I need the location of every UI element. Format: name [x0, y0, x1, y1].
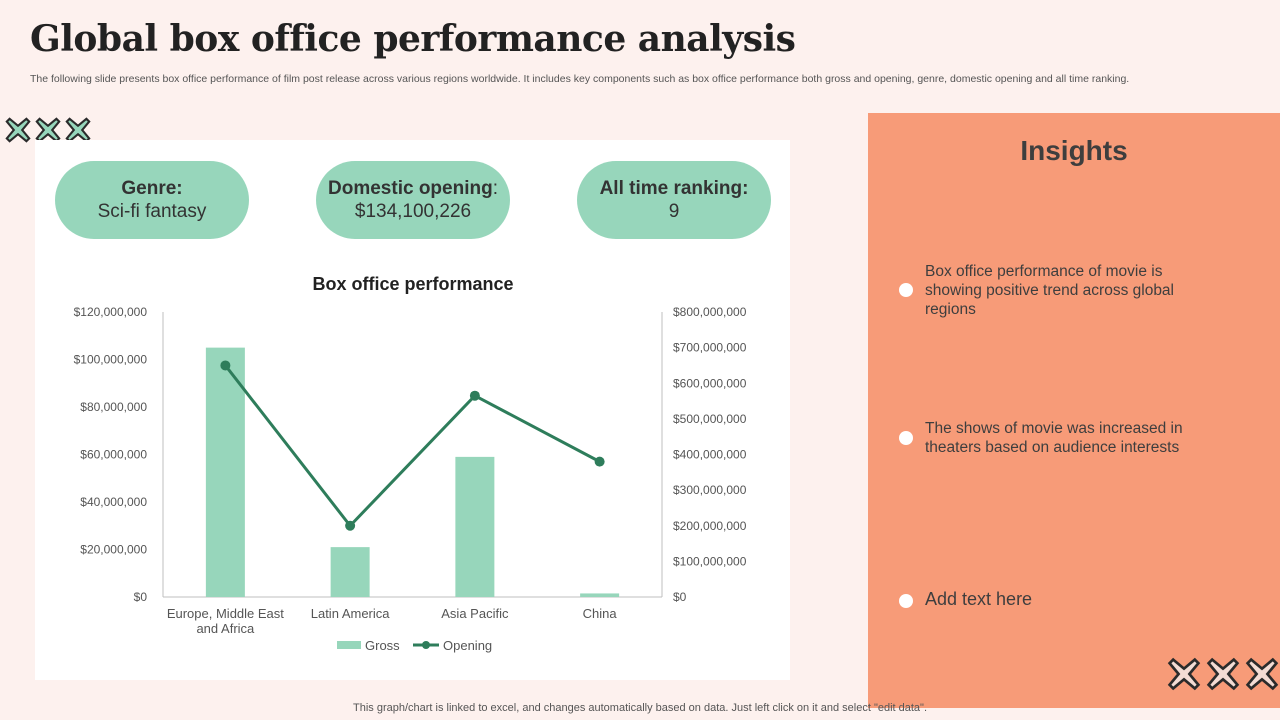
gross-bar — [580, 593, 620, 597]
right-axis-tick-label: $0 — [673, 590, 687, 604]
chart-card: Genre: Sci-fi fantasy Domestic opening: … — [35, 140, 790, 680]
insight-item: Box office performance of movie is showi… — [925, 263, 1174, 318]
left-axis-tick-label: $20,000,000 — [80, 543, 147, 557]
insight-bullet-icon — [899, 431, 913, 445]
right-axis-tick-label: $100,000,000 — [673, 554, 747, 568]
domestic-opening-value: $134,100,226 — [354, 201, 472, 222]
insight-bullet-icon — [899, 594, 913, 608]
right-axis-tick-label: $500,000,000 — [673, 412, 747, 426]
domestic-opening-card: Domestic opening: $134,100,226 — [316, 161, 510, 239]
all-time-ranking-value: 9 — [668, 201, 680, 222]
gross-bar — [205, 347, 245, 597]
opening-line — [224, 364, 601, 529]
x-cross-icon — [1245, 657, 1279, 691]
insight-item: The shows of movie was increased in thea… — [925, 420, 1183, 456]
right-axis-tick-label: $700,000,000 — [673, 341, 747, 355]
chart-title: Box office performance — [312, 274, 513, 294]
x-cross-icon — [1206, 657, 1240, 691]
category-label: Asia Pacific — [441, 606, 509, 621]
legend-opening-marker — [422, 641, 430, 649]
left-axis-tick-label: $80,000,000 — [80, 400, 147, 414]
right-axis-tick-label: $200,000,000 — [673, 519, 747, 533]
opening-point — [469, 390, 480, 401]
left-axis-tick-label: $100,000,000 — [74, 353, 148, 367]
left-axis-tick-label: $40,000,000 — [80, 495, 147, 509]
decoration-top-left — [4, 116, 94, 144]
page-title: Global box office performance analysis — [30, 18, 796, 60]
x-cross-icon — [1167, 657, 1201, 691]
right-axis-tick-label: $800,000,000 — [673, 305, 747, 319]
decoration-bottom-right — [1166, 656, 1280, 692]
legend-gross-label: Gross — [365, 638, 400, 653]
insight-item[interactable]: Add text here — [925, 589, 1033, 609]
all-time-ranking-card: All time ranking: 9 — [577, 161, 771, 239]
gross-bar — [455, 456, 495, 597]
page-subtitle: The following slide presents box office … — [30, 73, 1130, 85]
opening-point — [345, 520, 356, 531]
gross-bar — [330, 547, 370, 597]
legend-opening-label: Opening — [443, 638, 492, 653]
domestic-opening-colon: : — [492, 178, 498, 199]
genre-card: Genre: Sci-fi fantasy — [55, 161, 249, 239]
insights-title: Insights — [1020, 135, 1128, 166]
left-axis-tick-label: $120,000,000 — [74, 305, 148, 319]
genre-value: Sci-fi fantasy — [97, 201, 207, 222]
insight-bullet-icon — [899, 283, 913, 297]
right-axis-tick-label: $300,000,000 — [673, 483, 747, 497]
right-axis-tick-label: $600,000,000 — [673, 376, 747, 390]
right-axis-tick-label: $400,000,000 — [673, 448, 747, 462]
insights-panel: Insights Box office performance of movie… — [868, 113, 1280, 708]
left-axis-tick-label: $0 — [134, 590, 148, 604]
genre-label: Genre: — [121, 178, 183, 199]
category-label: Europe, Middle East and Africa — [167, 606, 284, 636]
opening-point — [220, 360, 231, 371]
opening-point — [594, 456, 605, 467]
category-label: Latin America — [311, 606, 391, 621]
legend-gross-swatch — [337, 641, 361, 649]
box-office-chart[interactable]: Box office performance $0 $20,000,000 $40,… — [35, 140, 790, 680]
all-time-ranking-label: All time ranking: — [599, 178, 749, 199]
x-cross-icon — [5, 117, 31, 143]
domestic-opening-label: Domestic opening — [328, 178, 493, 199]
category-label: China — [583, 606, 618, 621]
left-axis-tick-label: $60,000,000 — [80, 448, 147, 462]
footer-note: This graph/chart is linked to excel, and… — [352, 702, 928, 714]
